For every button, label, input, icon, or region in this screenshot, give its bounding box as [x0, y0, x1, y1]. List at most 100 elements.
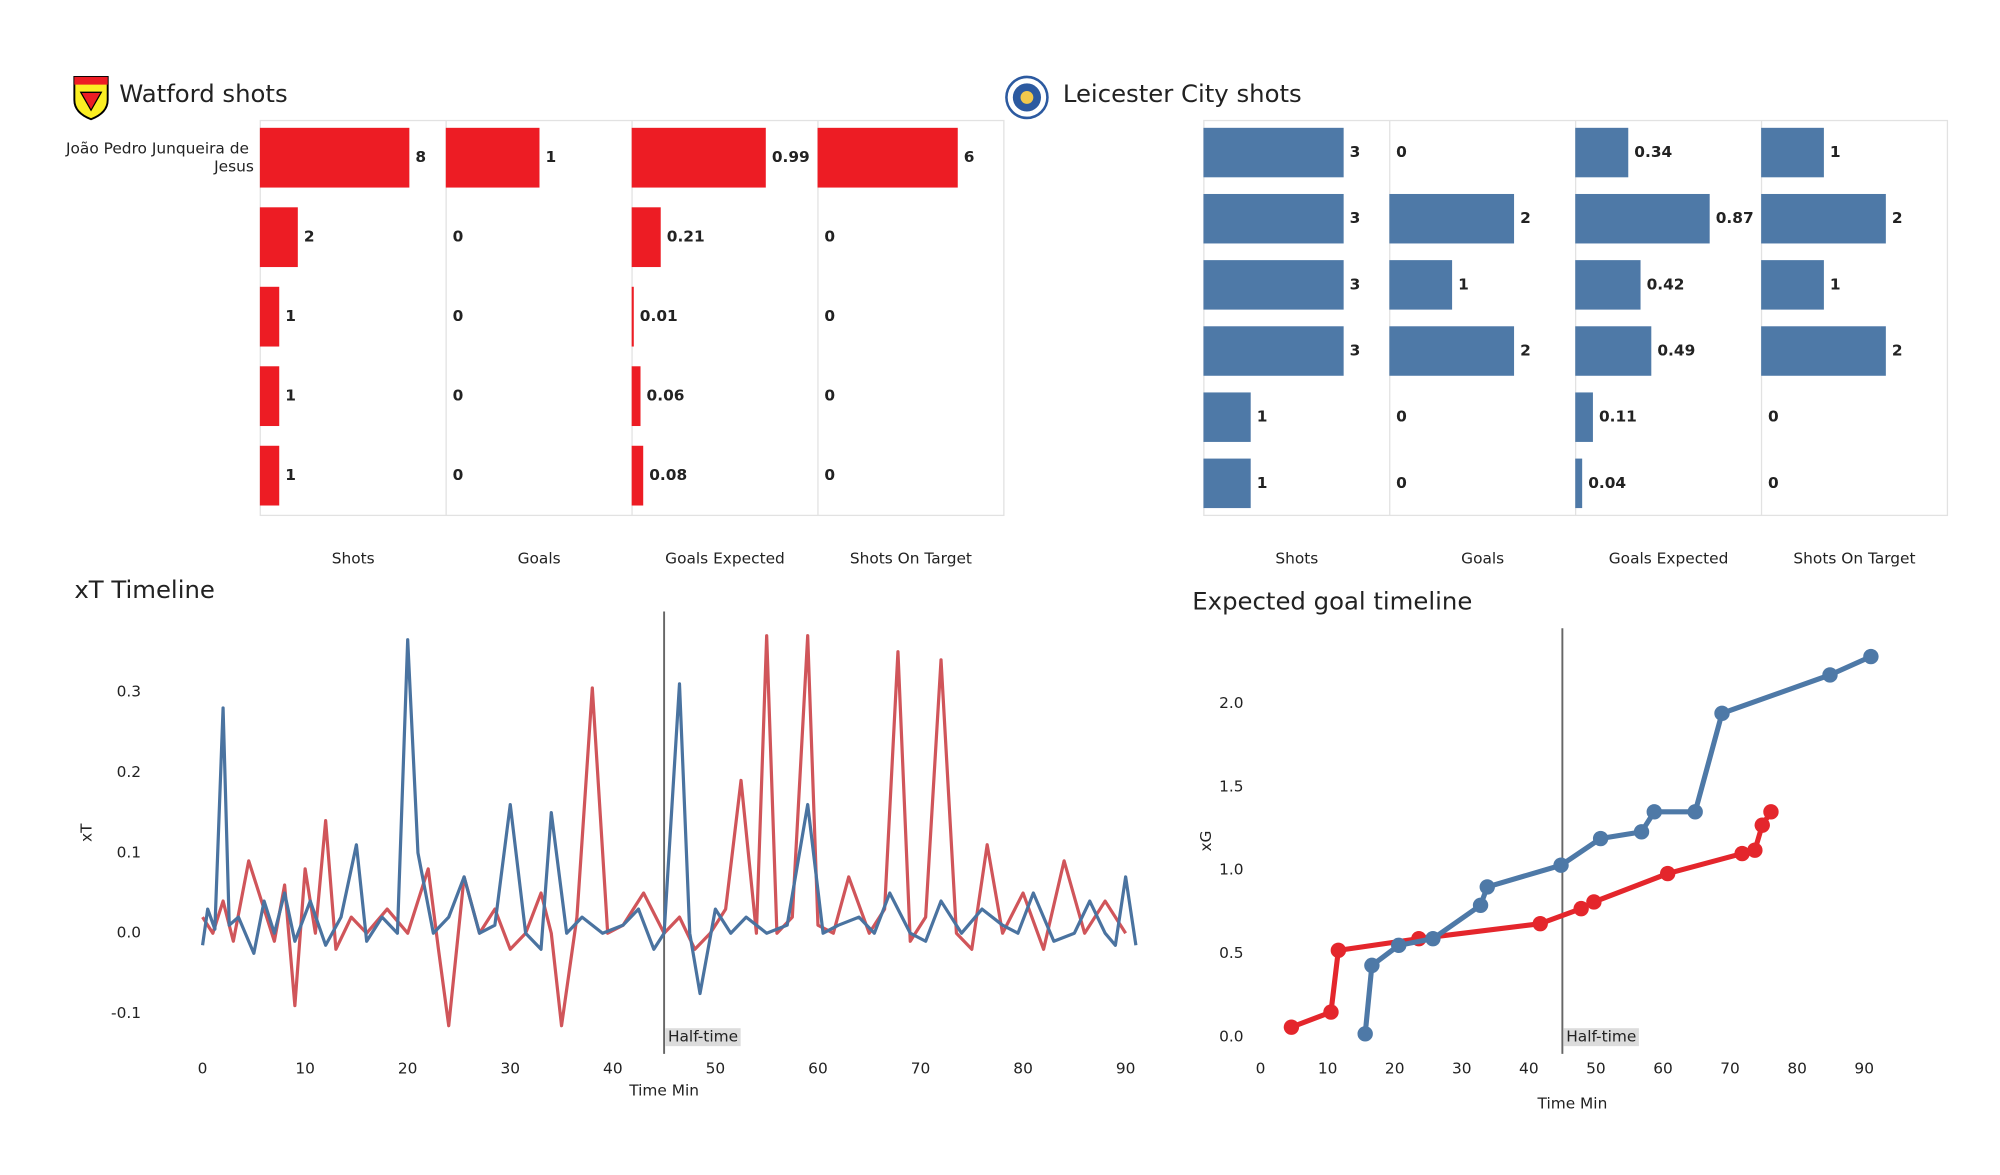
x-tick-label: 60	[1653, 1060, 1673, 1078]
bar-value-label: 0.08	[649, 466, 687, 484]
bar	[1389, 260, 1453, 310]
x-tick-label: 70	[911, 1060, 931, 1078]
bar-value-label: 0.21	[667, 228, 705, 246]
bar-value-label: 0	[824, 387, 835, 405]
bar-value-label: 1	[1830, 143, 1841, 161]
bar	[631, 127, 766, 188]
bar	[1761, 193, 1886, 244]
y-tick-label: 1.0	[1219, 861, 1243, 879]
bar	[259, 127, 410, 188]
y-tick-label: 0.3	[117, 682, 141, 700]
bar	[817, 127, 958, 188]
bar	[1761, 260, 1824, 310]
logo-band	[74, 76, 108, 85]
bar-value-label: 1	[1257, 474, 1268, 492]
bar	[631, 207, 661, 268]
bar-value-label: 2	[1520, 209, 1531, 227]
chart-title: Expected goal timeline	[1192, 587, 1472, 616]
bar-value-label: 1	[1830, 275, 1841, 293]
bar-value-label: 0	[453, 307, 464, 325]
point	[1323, 1004, 1339, 1020]
watford-logo	[73, 75, 109, 121]
point	[1687, 804, 1703, 820]
x-tick-label: 50	[1586, 1060, 1606, 1078]
point	[1283, 1019, 1300, 1035]
bar-value-label: 0	[1396, 408, 1407, 426]
x-tick-label: 10	[1318, 1060, 1338, 1078]
bar-value-label: 1	[285, 307, 296, 325]
bar-value-label: 2	[304, 228, 315, 246]
x-tick-label: 90	[1854, 1060, 1874, 1078]
point	[1646, 804, 1662, 820]
bar	[1575, 127, 1629, 178]
point	[1573, 900, 1589, 917]
x-tick-label: 30	[500, 1060, 520, 1078]
x-tick-label: 40	[603, 1060, 623, 1078]
bar-value-label: 1	[1257, 408, 1268, 426]
x-tick-label: 20	[398, 1060, 418, 1078]
x-tick-label: 60	[808, 1060, 828, 1078]
bar-value-label: 3	[1350, 209, 1361, 227]
x-tick-label: 0	[198, 1060, 208, 1078]
x-tick-label: 80	[1013, 1060, 1033, 1078]
y-tick-label: 0.5	[1219, 944, 1243, 962]
point	[1586, 894, 1602, 910]
x-tick-label: 0	[1256, 1060, 1266, 1078]
point	[1391, 937, 1407, 954]
bar	[1575, 326, 1652, 376]
annotation-background	[1563, 1028, 1639, 1047]
x-tick-label: 30	[1452, 1060, 1472, 1078]
point	[1592, 830, 1609, 847]
chart-title: xT Timeline	[74, 575, 215, 604]
point	[1472, 897, 1489, 913]
bar-value-label: 1	[285, 466, 296, 484]
logo-fox	[1020, 91, 1034, 104]
bar-value-label: 2	[1892, 209, 1903, 227]
panel-label: Goals	[518, 549, 561, 567]
bar-value-label: 0.99	[772, 148, 810, 166]
x-tick-label: 80	[1787, 1060, 1807, 1078]
panel-label: Goals Expected	[1609, 549, 1729, 567]
point	[1659, 865, 1676, 882]
bar	[1203, 127, 1344, 178]
bar-value-label: 3	[1350, 275, 1361, 293]
bar	[445, 127, 540, 188]
x-tick-label: 10	[295, 1060, 315, 1078]
leicester-logo	[1005, 75, 1049, 120]
y-tick-label: -0.1	[111, 1004, 141, 1022]
bar	[259, 366, 280, 427]
bar	[1203, 392, 1251, 442]
panel-label: Shots	[332, 549, 375, 567]
x-tick-label: 70	[1720, 1060, 1740, 1078]
bar-value-label: 0.34	[1634, 143, 1672, 161]
bar	[1389, 326, 1515, 376]
player-label: João Pedro Junqueira de Jesus	[65, 139, 254, 175]
point	[1763, 804, 1779, 820]
y-axis-label: xT	[78, 823, 96, 842]
y-tick-label: 1.5	[1219, 777, 1243, 795]
y-tick-label: 2.0	[1219, 694, 1243, 712]
x-tick-label: 40	[1519, 1060, 1539, 1078]
bar-value-label: 2	[1892, 342, 1903, 360]
x-axis-label: Time Min	[628, 1082, 699, 1100]
bar	[1575, 260, 1641, 310]
logo-emblem	[79, 91, 103, 112]
bar-value-label: 0.87	[1716, 209, 1754, 227]
annotation-label: Half-time	[1566, 1028, 1636, 1046]
point	[1822, 667, 1838, 683]
bar-value-label: 1	[285, 387, 296, 405]
x-axis-label: Time Min	[1537, 1094, 1608, 1112]
y-tick-label: 0.0	[117, 924, 141, 942]
bar	[259, 286, 280, 347]
bar-value-label: 6	[964, 148, 975, 166]
bar-value-label: 0.04	[1588, 474, 1626, 492]
panel-label: Goals Expected	[665, 549, 785, 567]
x-tick-label: 20	[1385, 1060, 1405, 1078]
bar-value-label: 0	[453, 228, 464, 246]
bar	[1203, 458, 1251, 509]
point	[1633, 824, 1650, 840]
chart-title: Watford shots	[119, 79, 287, 108]
bar-value-label: 0.49	[1657, 342, 1695, 360]
